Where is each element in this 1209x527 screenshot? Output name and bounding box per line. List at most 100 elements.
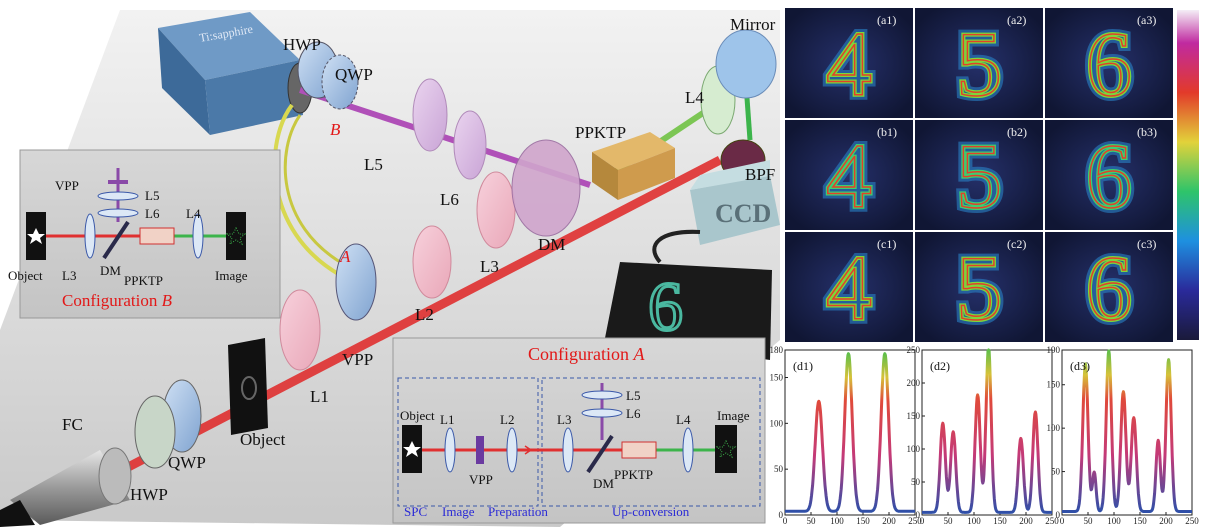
digit-glow: 4	[826, 237, 872, 339]
image-cell: 555 (a2)	[915, 8, 1043, 120]
profile-curve	[921, 348, 1053, 514]
lens-l5	[412, 78, 448, 152]
x-tick-label: 100	[830, 516, 844, 526]
hwp-bottom	[134, 395, 176, 469]
label-l5: L5	[364, 155, 383, 174]
y-tick-label: 250	[907, 345, 921, 355]
object-plate	[228, 338, 268, 435]
ppktp-crystal	[592, 132, 675, 200]
dichroic-mirror	[511, 139, 581, 237]
x-tick-label: 50	[944, 516, 954, 526]
qwp-top	[321, 54, 359, 110]
vortex-phase-plate	[335, 243, 377, 321]
mirror	[715, 29, 777, 99]
lens-l2	[412, 225, 452, 299]
profile-label: (d3)	[1070, 359, 1090, 373]
y-tick-label: 0	[1056, 510, 1061, 520]
y-tick-label: 200	[907, 378, 921, 388]
label-vpp: VPP	[342, 350, 373, 369]
stage-image: Image	[442, 504, 475, 519]
image-cell-label: (b3)	[1137, 125, 1157, 139]
image-cell: 444 (c1)	[785, 232, 913, 344]
x-tick-label: 200	[882, 516, 896, 526]
digit-glow: 5	[956, 237, 1002, 339]
lens-l3	[476, 171, 516, 249]
cfga-label-l3: L3	[557, 412, 571, 427]
digit-core: 6	[1086, 13, 1132, 115]
label-dm: DM	[538, 235, 565, 254]
cfgb-label-ppktp: PPKTP	[124, 273, 163, 288]
cfga-label-vpp: VPP	[469, 472, 493, 487]
x-tick-label: 150	[856, 516, 870, 526]
cfgb-label-l5: L5	[145, 188, 159, 203]
stage-spc: SPC	[404, 504, 427, 519]
cfga-label-l5: L5	[626, 388, 640, 403]
image-cell-label: (a3)	[1137, 13, 1156, 27]
cfga-label-dm: DM	[593, 476, 614, 491]
digit-core: 4	[826, 13, 872, 115]
profile-label: (d2)	[930, 359, 950, 373]
label-mirror: Mirror	[730, 15, 776, 34]
digit-mark: 4	[826, 237, 872, 339]
digit-mark: 4	[826, 125, 872, 227]
digit-glow: 4	[826, 125, 872, 227]
cfga-label-l1: L1	[440, 412, 454, 427]
digit-mark: 6	[1086, 237, 1132, 339]
y-tick-label: 150	[907, 411, 921, 421]
profile-label: (d1)	[793, 359, 813, 373]
y-tick-label: 100	[907, 444, 921, 454]
image-cell: 444 (a1)	[785, 8, 913, 120]
stage-up-conversion: Up-conversion	[612, 504, 690, 519]
colorbar	[1177, 10, 1199, 340]
y-tick-label: 50	[774, 464, 784, 474]
cfga-label-l4: L4	[676, 412, 691, 427]
ccd-label: CCD	[715, 199, 771, 228]
label-l1: L1	[310, 387, 329, 406]
y-tick-label: 190	[1047, 345, 1061, 355]
laser: Ti:sapphire	[158, 12, 313, 135]
image-cell-label: (c1)	[877, 237, 896, 251]
label-point-a: A	[339, 247, 351, 266]
x-tick-label: 0	[783, 516, 788, 526]
cfga-title: Configuration A	[528, 344, 646, 364]
x-tick-label: 250	[1045, 516, 1059, 526]
digit-core: 4	[826, 237, 872, 339]
y-tick-label: 180	[770, 345, 784, 355]
cfgb-title: Configuration B	[62, 291, 173, 310]
image-cell-label: (c2)	[1007, 237, 1026, 251]
x-tick-label: 100	[1107, 516, 1121, 526]
y-tick-label: 100	[1047, 423, 1061, 433]
digit-glow: 5	[956, 13, 1002, 115]
stage-preparation: Preparation	[488, 504, 548, 519]
cfgb-label-l4: L4	[186, 206, 201, 221]
digit-mark: 4	[826, 13, 872, 115]
y-tick-label: 0	[779, 510, 784, 520]
digit-core: 5	[956, 13, 1002, 115]
image-cell: 666 (c3)	[1045, 232, 1173, 344]
x-tick-label: 150	[993, 516, 1007, 526]
ccd-camera: CCD	[690, 160, 780, 245]
cfga-label-l2: L2	[500, 412, 514, 427]
digit-core: 4	[826, 125, 872, 227]
x-tick-label: 150	[1133, 516, 1147, 526]
x-tick-label: 100	[967, 516, 981, 526]
x-tick-label: 0	[1060, 516, 1065, 526]
digit-glow: 6	[1086, 237, 1132, 339]
y-tick-label: 100	[770, 418, 784, 428]
image-cell-label: (a2)	[1007, 13, 1026, 27]
digit-mark: 5	[956, 13, 1002, 115]
label-ppktp: PPKTP	[575, 123, 626, 142]
image-grid: 444 (a1) 555 (a2) 666 (a3)444 (b1) 555 (b2) 666 (b…	[785, 8, 1173, 344]
label-l6: L6	[440, 190, 459, 209]
label-hwp-bottom: HWP	[130, 485, 168, 504]
digit-mark: 6	[1086, 125, 1132, 227]
x-tick-label: 250	[908, 516, 922, 526]
label-l4: L4	[685, 88, 704, 107]
digit-mark: 5	[956, 125, 1002, 227]
digit-core: 5	[956, 237, 1002, 339]
image-cell: 666 (b3)	[1045, 120, 1173, 232]
y-tick-label: 50	[1051, 467, 1061, 477]
image-cell: 555 (b2)	[915, 120, 1043, 232]
